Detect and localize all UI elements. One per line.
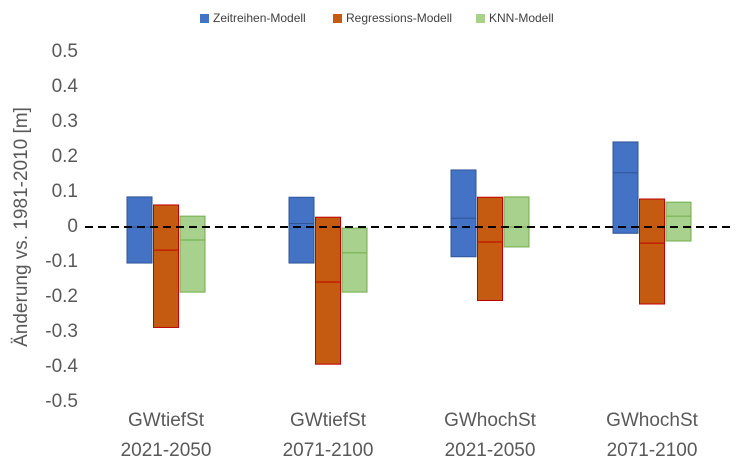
- y-tick-label: 0.5: [52, 41, 78, 62]
- range-bar: [612, 141, 639, 234]
- legend-label: KNN-Modell: [489, 11, 554, 25]
- range-bar: [450, 169, 477, 258]
- x-tick-label: GWhochSt: [444, 410, 537, 431]
- range-bar: [665, 201, 692, 242]
- y-tick-label: -0.1: [45, 251, 78, 272]
- range-bar: [477, 196, 503, 301]
- legend-label: Regressions-Modell: [346, 11, 452, 25]
- y-tick-label: 0: [67, 216, 78, 237]
- range-bar: [126, 196, 153, 264]
- range-bar: [315, 216, 341, 365]
- x-tick-label: GWtiefSt: [128, 410, 205, 431]
- y-tick-label: 0.4: [52, 76, 79, 97]
- legend-swatch: [200, 14, 209, 23]
- y-tick-label: -0.2: [45, 286, 78, 307]
- range-bar: [639, 198, 665, 305]
- range-bar: [179, 215, 206, 293]
- y-axis-title: Änderung vs. 1981-2010 [m]: [11, 107, 32, 347]
- range-bar: [341, 227, 368, 293]
- legend-swatch: [476, 14, 485, 23]
- x-tick-label: GWhochSt: [606, 410, 699, 431]
- x-tick-label: 2071-2100: [283, 440, 374, 461]
- x-tick-label: GWtiefSt: [290, 410, 367, 431]
- x-tick-label: 2021-2050: [121, 440, 212, 461]
- y-tick-label: -0.3: [45, 321, 78, 342]
- y-tick-label: -0.4: [45, 356, 78, 377]
- range-bar: [288, 196, 315, 264]
- legend-label: Zeitreihen-Modell: [213, 11, 306, 25]
- y-tick-label: 0.2: [52, 146, 78, 167]
- range-bar: [153, 204, 179, 328]
- y-tick-label: -0.5: [45, 391, 78, 412]
- range-bar: [503, 196, 530, 248]
- x-tick-label: 2021-2050: [445, 440, 536, 461]
- legend-swatch: [333, 14, 342, 23]
- x-tick-label: 2071-2100: [607, 440, 698, 461]
- y-tick-label: 0.1: [52, 181, 78, 202]
- y-tick-label: 0.3: [52, 111, 78, 132]
